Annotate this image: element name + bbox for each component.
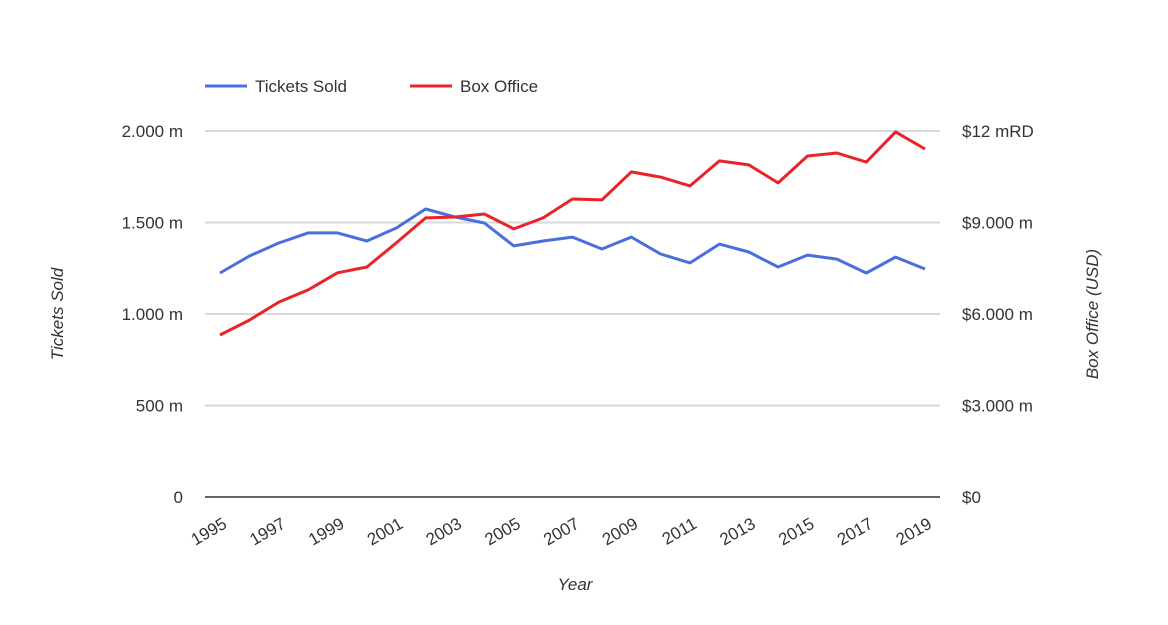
x-tick-label: 2017 <box>834 514 876 549</box>
y2-tick-label: $9.000 m <box>962 214 1033 233</box>
y-tick-label: 500 m <box>136 397 183 416</box>
x-tick-label: 2013 <box>716 514 758 549</box>
x-tick-label: 2015 <box>775 514 817 549</box>
y-axis-title: Tickets Sold <box>48 267 67 360</box>
x-tick-label: 1995 <box>188 514 230 549</box>
y-tick-label: 1.000 m <box>122 305 183 324</box>
x-tick-label: 1997 <box>246 514 288 549</box>
y2-tick-label: $12 mRD <box>962 122 1034 141</box>
y2-tick-label: $3.000 m <box>962 397 1033 416</box>
x-tick-label: 2009 <box>599 514 641 549</box>
x-tick-label: 2011 <box>659 514 700 549</box>
y-tick-label: 0 <box>174 488 183 507</box>
series-lines <box>219 130 926 337</box>
x-tick-label: 2005 <box>481 514 523 549</box>
x-axis-title: Year <box>558 575 594 594</box>
x-tick-label: 1999 <box>305 514 347 549</box>
legend: Tickets Sold Box Office <box>205 77 538 96</box>
legend-item: Tickets Sold <box>205 77 347 96</box>
y2-tick-label: $6.000 m <box>962 305 1033 324</box>
y-tick-label: 1.500 m <box>122 214 183 233</box>
legend-label: Box Office <box>460 77 538 96</box>
y-tick-label: 2.000 m <box>122 122 183 141</box>
gridlines <box>205 130 940 498</box>
x-tick-label: 2007 <box>540 514 582 549</box>
y2-axis-title: Box Office (USD) <box>1083 249 1102 379</box>
x-tick-label: 2001 <box>364 514 406 549</box>
legend-item: Box Office <box>410 77 538 96</box>
x-axis: 1995 1997 1999 2001 2003 2005 2007 2009 2011 2013… <box>188 514 935 549</box>
legend-label: Tickets Sold <box>255 77 347 96</box>
y2-tick-label: $0 <box>962 488 981 507</box>
series-line-box-office <box>219 130 926 337</box>
x-tick-label: 2003 <box>423 514 465 549</box>
x-tick-label: 2019 <box>893 514 935 549</box>
y-axis-right: $0 $3.000 m $6.000 m $9.000 m $12 mRD <box>962 122 1034 507</box>
series-line-tickets-sold <box>219 207 926 275</box>
y-axis-left: 0 500 m 1.000 m 1.500 m 2.000 m <box>122 122 183 507</box>
